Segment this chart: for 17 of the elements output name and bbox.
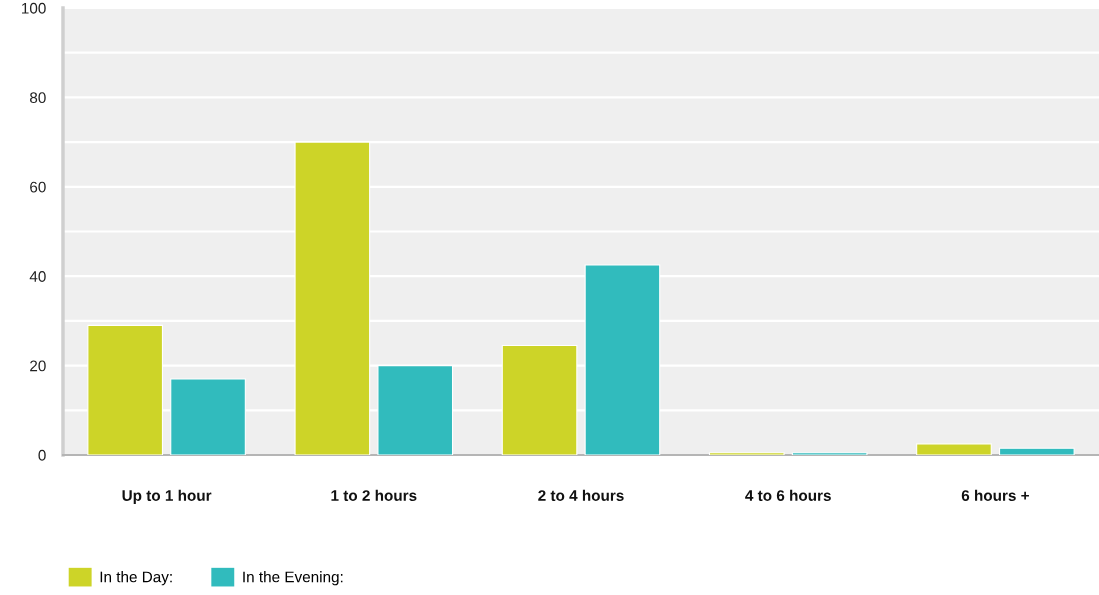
x-tick-label: Up to 1 hour xyxy=(122,489,212,504)
y-tick-label: 100 xyxy=(22,2,46,14)
y-tick-label: 80 xyxy=(30,92,46,104)
x-tick-label: 2 to 4 hours xyxy=(538,489,624,501)
bar xyxy=(916,443,992,455)
y-tick-label: 0 xyxy=(38,449,46,461)
y-tick-label: 40 xyxy=(29,271,46,282)
y-tick-label: 20 xyxy=(30,360,46,372)
x-tick-label: 4 to 6 hours xyxy=(745,489,831,501)
bar xyxy=(791,452,868,455)
bar xyxy=(708,452,785,455)
x-tick-label: 1 to 2 hours xyxy=(331,489,417,501)
x-tick-label: 6 hours + xyxy=(961,489,1029,501)
legend-label: In the Day: xyxy=(100,571,172,586)
legend-label: In the Evening: xyxy=(243,571,343,586)
bar xyxy=(998,447,1075,455)
y-tick-label: 60 xyxy=(30,181,46,193)
